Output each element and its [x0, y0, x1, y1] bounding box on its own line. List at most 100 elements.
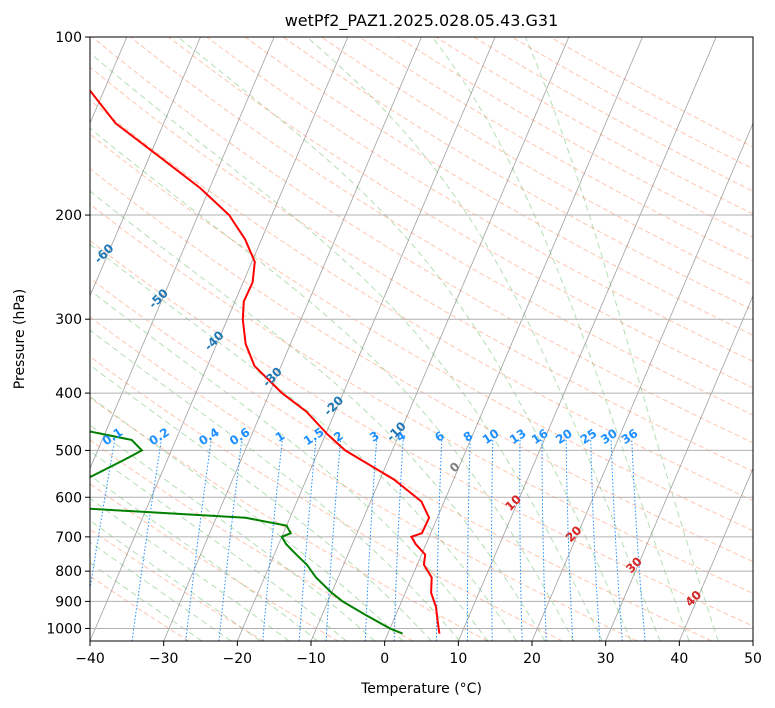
moist-adiabat-line [90, 395, 404, 641]
mixing-ratio-line [435, 439, 443, 641]
mixing-ratio-line [610, 439, 623, 641]
dry-adiabat-line [130, 37, 753, 416]
mixing-ratio-label: 20 [553, 426, 575, 447]
mixing-ratio-label: 25 [578, 426, 600, 447]
y-tick-label: 900 [55, 594, 82, 610]
mixing-ratio-line [565, 439, 574, 641]
isotherm-line [90, 37, 275, 470]
dry-adiabat-line [90, 168, 753, 563]
y-tick-label: 100 [55, 30, 82, 46]
moist-adiabat-line [525, 37, 719, 641]
moist-adiabat-line [90, 289, 489, 641]
dry-adiabat-line [90, 277, 712, 641]
dry-adiabat-line [244, 37, 753, 336]
isotherm-line [457, 37, 717, 641]
moist-adiabat-label: 0 [447, 459, 463, 475]
pressure-gridlines [90, 37, 753, 629]
dry-adiabat-label: -80 [0, 150, 8, 175]
mixing-ratio-label: 13 [507, 426, 529, 447]
x-tick-label: 30 [597, 651, 615, 667]
x-tick-label: −20 [223, 651, 253, 667]
mixing-ratio-line [590, 439, 601, 641]
moist-adiabat-line [90, 541, 232, 641]
y-tick-label: 400 [55, 386, 82, 402]
sounding-profiles [90, 88, 441, 635]
chart-title: wetPf2_PAZ1.2025.028.05.43.G31 [285, 11, 559, 31]
dry-adiabat-label: -60 [91, 241, 116, 266]
isotherm-line [752, 639, 753, 641]
isotherm-line [605, 294, 753, 641]
mixing-ratio-line [298, 439, 317, 641]
mixing-ratio-line [466, 439, 471, 641]
mixing-ratio-label: 0.2 [146, 425, 171, 448]
dry-adiabat-line [90, 397, 488, 641]
dry-adiabat-line [435, 37, 753, 215]
isotherm-line [531, 122, 753, 641]
y-tick-label: 700 [55, 530, 82, 546]
dry-adiabat-line [90, 240, 753, 627]
dry-adiabat-line [90, 203, 753, 594]
isotherms [90, 37, 753, 641]
mixing-ratio-lines [90, 439, 646, 641]
dry-adiabat-label: -20 [321, 393, 346, 418]
dry-adiabat-line [90, 133, 753, 532]
x-tick-label: −10 [296, 651, 326, 667]
x-tick-label: 10 [449, 651, 467, 667]
moist-adiabat-line [90, 190, 546, 641]
moist-adiabat-line [177, 37, 632, 641]
dry-adiabat-line [206, 37, 753, 362]
mixing-ratio-line [262, 439, 283, 641]
moist-adiabat-line [90, 329, 461, 641]
mixing-ratio-label: 0.4 [196, 425, 221, 448]
moist-adiabat-line [431, 37, 690, 641]
moist-adiabat-line [90, 424, 376, 641]
mixing-ratio-label: 0.1 [100, 425, 125, 448]
isotherm-line [310, 37, 570, 641]
mixing-ratio-label: 3 [367, 428, 382, 444]
mixing-ratio-label: 6 [432, 428, 447, 444]
moist-adiabat-line [90, 562, 203, 641]
mixing-ratio-line [541, 439, 547, 641]
dry-adiabat-line [90, 316, 638, 641]
mixing-ratio-line [491, 439, 494, 641]
mixing-ratio-label: 1 [273, 428, 288, 444]
mixing-ratio-line [218, 439, 243, 641]
mixing-ratio-line [631, 439, 646, 641]
mixing-ratio-line [131, 439, 162, 641]
mixing-ratio-line [519, 439, 523, 641]
dry-adiabat-line [90, 356, 563, 641]
mixing-ratio-label: 0.6 [227, 425, 252, 448]
moist-adiabat-line [90, 519, 261, 641]
isotherm-line [163, 37, 422, 641]
x-tick-label: −30 [149, 651, 179, 667]
mixing-ratio-label: 10 [480, 426, 502, 447]
dry-adiabat-line [511, 37, 753, 170]
mixing-ratio-line [325, 439, 342, 641]
dry-adiabat-label: -30 [260, 364, 285, 389]
y-tick-label: 500 [55, 443, 82, 459]
mixing-ratio-line [185, 439, 212, 641]
mixing-ratio-label: 8 [461, 428, 476, 444]
mixing-ratio-line [393, 439, 404, 641]
isotherm-line [678, 467, 753, 641]
dewpoint-profile-line [90, 430, 403, 635]
y-tick-label: 600 [55, 490, 82, 506]
mixing-ratio-label: 16 [529, 426, 551, 447]
isotherm-line [90, 37, 349, 641]
y-axis-title: Pressure (hPa) [12, 289, 28, 389]
plot-area: 0.10.20.40.611.52346810131620253036-100-… [0, 37, 753, 641]
dry-adiabat-line [282, 37, 753, 311]
x-axis-title: Temperature (°C) [360, 681, 482, 697]
x-tick-label: 20 [523, 651, 541, 667]
moist-adiabat-line [90, 243, 517, 641]
plot-frame [89, 36, 754, 642]
moist-adiabat-line [90, 474, 319, 641]
dry-adiabat-line [90, 483, 339, 641]
isotherm-line [90, 37, 201, 297]
x-tick-label: 40 [670, 651, 688, 667]
dry-adiabat-line [549, 37, 753, 148]
x-tick-label: −40 [75, 651, 105, 667]
moist-adiabat-line [90, 364, 432, 641]
axes: −40 −30 −20 −10 0 10 20 30 40 5010020030040050060… [46, 30, 762, 667]
